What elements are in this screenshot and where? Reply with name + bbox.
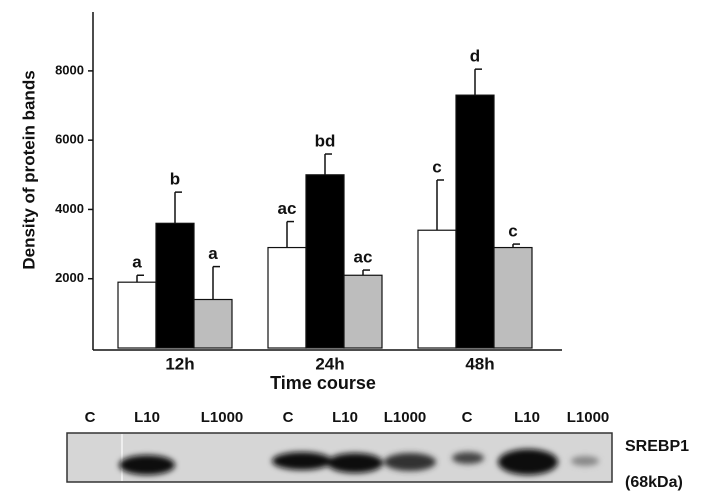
bar [455,94,495,349]
y-tick-label: 8000 [55,62,84,77]
y-tick-label: 6000 [55,132,84,147]
bar [155,222,195,349]
lane-label: L10 [134,409,160,426]
size-label: (68kDa) [625,474,683,491]
x-tick-label: 12h [165,354,194,373]
blot-band [384,453,436,471]
bar [193,298,233,349]
bar [267,246,307,349]
blot-band [327,453,383,473]
significance-letter: b [170,170,180,189]
bar [493,246,533,349]
blot-band [498,449,558,475]
bar [417,229,457,349]
bar [305,174,345,349]
y-axis-label: Density of protein bands [19,70,38,269]
significance-letter: c [432,157,441,176]
protein-label: SREBP1 [625,438,689,455]
significance-letter: ac [354,248,373,267]
lane-label: L1000 [567,409,610,426]
bar [343,274,383,349]
lane-label: L10 [514,409,540,426]
blot-band [571,456,599,466]
blot-band [452,452,484,464]
x-tick-label: 48h [465,354,494,373]
lane-label: C [85,409,96,426]
y-tick-label: 4000 [55,201,84,216]
lane-label: L1000 [384,409,427,426]
lane-label: L10 [332,409,358,426]
significance-letter: a [132,253,142,272]
bar [117,281,157,349]
significance-letter: bd [315,132,336,151]
significance-letter: a [208,244,218,263]
western-blot [66,432,613,483]
blot-band [119,455,175,475]
lane-label: C [462,409,473,426]
significance-letter: ac [278,199,297,218]
lane-label: C [283,409,294,426]
x-axis-label: Time course [270,373,376,393]
significance-letter: c [508,222,517,241]
x-tick-label: 24h [315,354,344,373]
significance-letter: d [470,47,480,66]
lane-label: L1000 [201,409,244,426]
y-tick-label: 2000 [55,270,84,285]
blot-band [272,452,332,470]
